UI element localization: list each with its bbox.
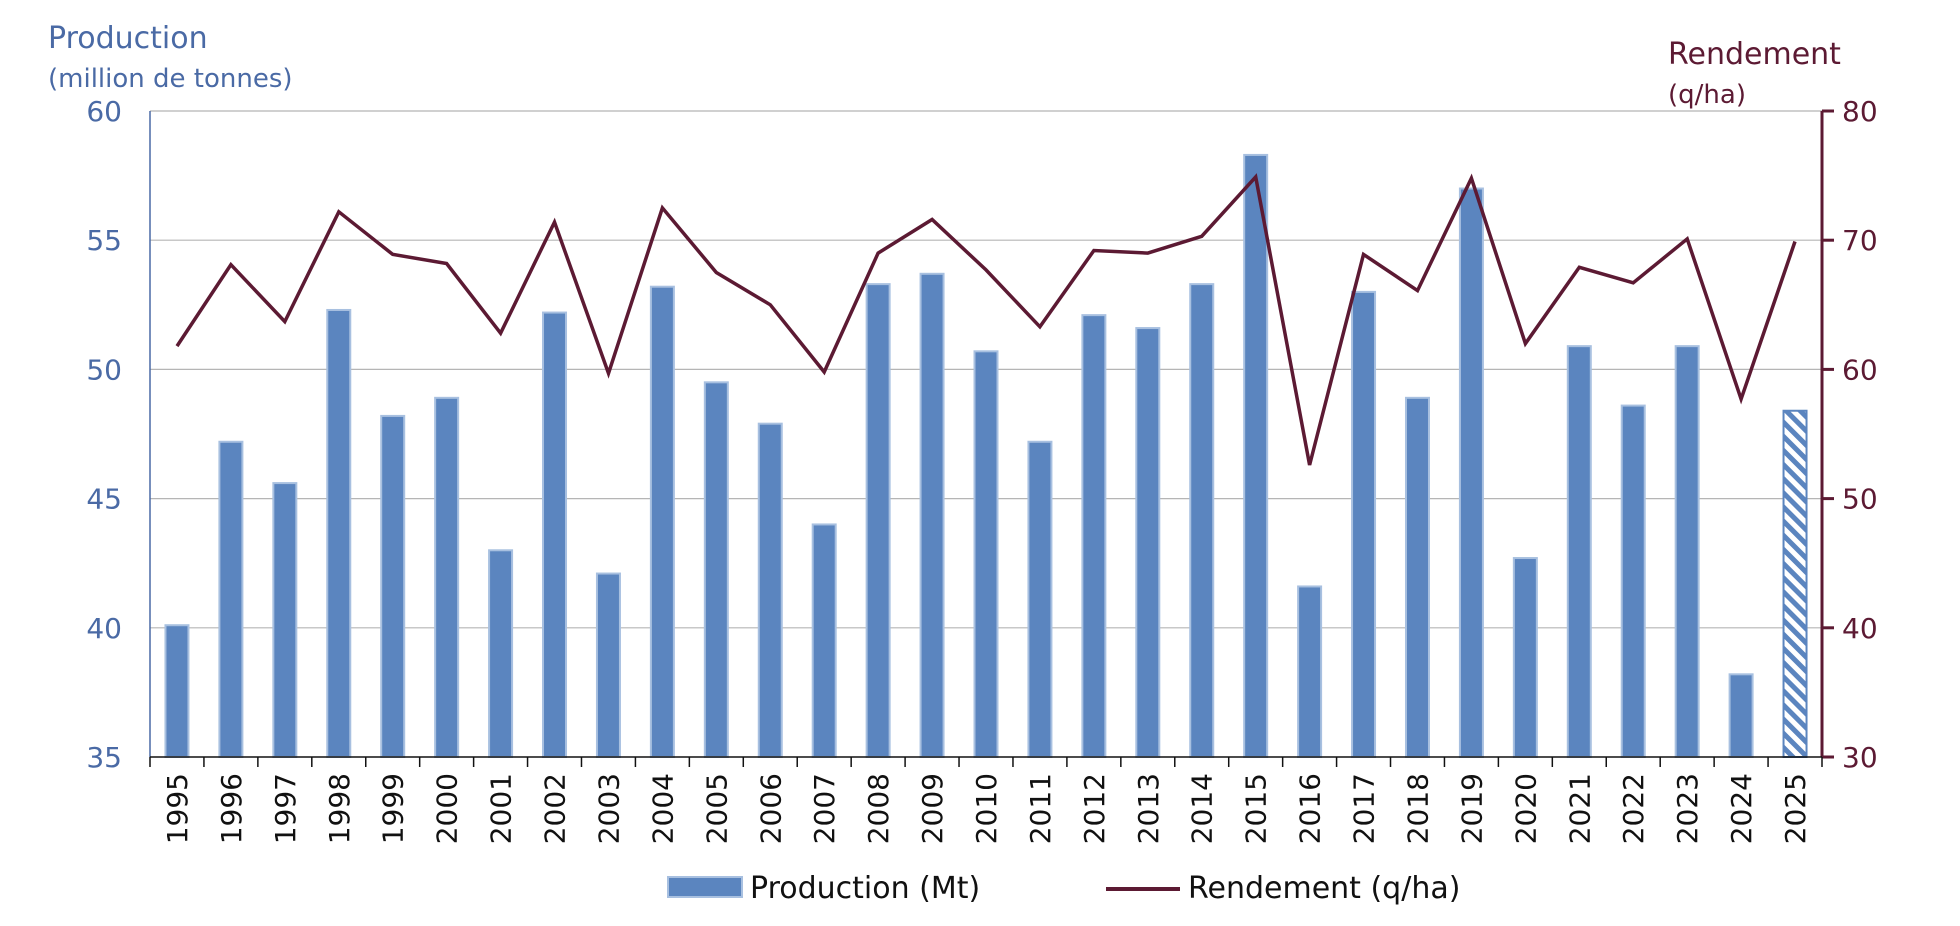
left-tick-label: 60 — [86, 95, 122, 128]
production-bar — [326, 308, 352, 758]
production-bar — [542, 311, 568, 758]
production-bar — [1189, 283, 1215, 758]
x-tick-label: 2010 — [970, 773, 1003, 844]
axes — [149, 111, 1824, 758]
x-tick-label: 2004 — [646, 773, 679, 844]
x-tick-label: 1996 — [215, 773, 248, 844]
x-axis-ticks: 1995 1996 1997 1998 1999 2000 2001 2002 2003 2004… — [149, 757, 1823, 844]
x-tick-label: 2017 — [1348, 773, 1381, 844]
legend: Production (Mt) Rendement (q/ha) — [667, 871, 1460, 906]
x-tick-label: 2007 — [808, 773, 841, 844]
production-bar — [488, 549, 514, 759]
x-tick-label: 2020 — [1509, 773, 1542, 844]
x-tick-label: 1997 — [269, 773, 302, 844]
x-tick-label: 2008 — [862, 773, 895, 844]
x-tick-label: 2009 — [916, 773, 949, 844]
legend-label-production: Production (Mt) — [750, 871, 980, 906]
production-bar — [1135, 327, 1161, 758]
production-bar — [1404, 396, 1430, 758]
production-bar — [1243, 153, 1269, 759]
production-bar — [1297, 585, 1323, 758]
left-axis-ticks: 35 40 45 50 55 60 — [86, 95, 122, 774]
right-tick-label: 30 — [1842, 741, 1878, 774]
left-tick-label: 55 — [86, 224, 122, 257]
x-tick-label: 2011 — [1024, 773, 1057, 844]
left-axis-subtitle: (million de tonnes) — [48, 64, 293, 94]
production-bar — [1027, 440, 1053, 758]
right-tick-label: 70 — [1842, 224, 1878, 257]
right-tick-label: 60 — [1842, 353, 1878, 386]
production-bar — [1458, 187, 1484, 758]
right-tick-label: 40 — [1842, 612, 1878, 645]
production-bar — [703, 381, 729, 758]
production-bar — [1566, 345, 1592, 758]
production-bar — [649, 285, 675, 758]
production-bar — [1728, 673, 1754, 759]
x-tick-label: 2025 — [1779, 773, 1812, 844]
production-bar — [1081, 314, 1107, 758]
x-tick-label: 2001 — [485, 773, 518, 844]
left-tick-label: 35 — [86, 741, 122, 774]
x-tick-label: 2015 — [1240, 773, 1273, 844]
production-bar — [164, 624, 190, 758]
x-tick-label: 2022 — [1617, 773, 1650, 844]
x-tick-label: 2019 — [1455, 773, 1488, 844]
legend-swatch-production — [667, 876, 743, 898]
x-tick-label: 1999 — [377, 773, 410, 844]
production-bar — [973, 350, 999, 758]
production-bar — [380, 414, 406, 758]
production-bar — [1674, 345, 1700, 758]
production-bar — [757, 422, 783, 758]
x-tick-label: 2013 — [1132, 773, 1165, 844]
x-tick-label: 2000 — [431, 773, 464, 844]
production-bar — [1512, 557, 1538, 758]
left-tick-label: 40 — [86, 612, 122, 645]
right-axis-title: Rendement — [1668, 37, 1841, 72]
rendement-line — [175, 173, 1797, 466]
x-tick-label: 2012 — [1078, 773, 1111, 844]
production-bar — [1620, 404, 1646, 758]
production-bar — [1351, 290, 1377, 758]
x-tick-label: 2014 — [1186, 773, 1219, 844]
x-tick-label: 2023 — [1671, 773, 1704, 844]
x-tick-label: 2018 — [1401, 773, 1434, 844]
right-axis-subtitle: (q/ha) — [1668, 80, 1746, 110]
production-bar — [434, 396, 460, 758]
x-tick-label: 2021 — [1563, 773, 1596, 844]
left-tick-label: 45 — [86, 483, 122, 516]
production-bar — [1782, 409, 1808, 758]
left-axis-title: Production — [48, 21, 208, 56]
x-tick-label: 2002 — [539, 773, 572, 844]
right-tick-label: 50 — [1842, 483, 1878, 516]
x-tick-label: 2016 — [1294, 773, 1327, 844]
right-axis-ticks: 30 40 50 60 70 80 — [1822, 95, 1878, 774]
x-tick-label: 2006 — [754, 773, 787, 844]
x-tick-label: 2003 — [592, 773, 625, 844]
production-bar — [595, 572, 621, 759]
rendement-line-layer — [175, 173, 1797, 466]
production-bars — [164, 153, 1808, 759]
production-bar — [865, 283, 891, 758]
x-tick-label: 2005 — [700, 773, 733, 844]
production-bar — [919, 272, 945, 758]
production-bar — [272, 482, 298, 758]
x-tick-label: 2024 — [1725, 773, 1758, 844]
x-tick-label: 1995 — [161, 773, 194, 844]
x-tick-label: 1998 — [323, 773, 356, 844]
production-bar — [218, 440, 244, 758]
left-tick-label: 50 — [86, 353, 122, 386]
legend-label-rendement: Rendement (q/ha) — [1188, 871, 1460, 906]
right-tick-label: 80 — [1842, 95, 1878, 128]
production-bar — [811, 523, 837, 758]
